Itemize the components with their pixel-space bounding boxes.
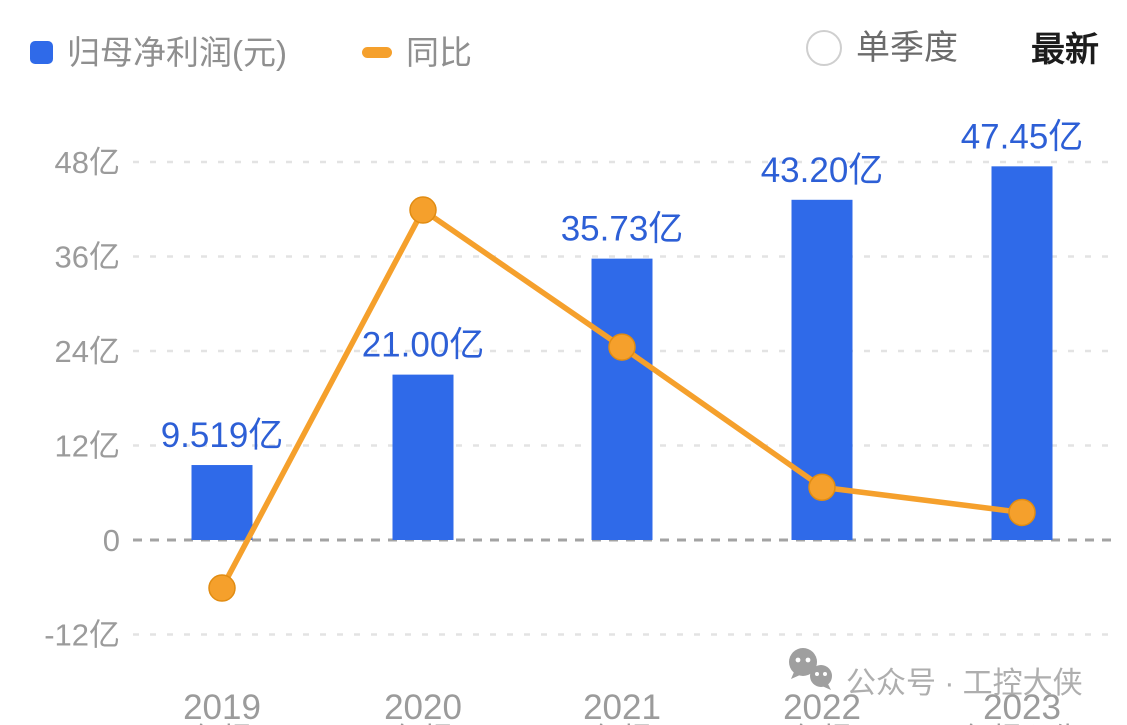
x-axis-label[interactable]: 2020 xyxy=(384,688,462,725)
chart-header: 归母净利润(元) 同比 单季度 最新 xyxy=(0,0,1127,100)
x-axis-sublabel: 年报 xyxy=(192,723,252,725)
yoy-legend-label: 同比 xyxy=(406,34,472,71)
y-axis-tick-label: -12亿 xyxy=(44,618,120,653)
bar xyxy=(591,258,653,540)
yoy-point xyxy=(608,333,636,361)
yoy-legend-swatch-icon xyxy=(362,47,392,58)
x-axis-label[interactable]: 2021 xyxy=(583,688,661,725)
y-axis-tick-label: 24亿 xyxy=(55,334,120,369)
watermark-text: 公众号 · 工控大侠 xyxy=(846,667,1083,700)
yoy-point xyxy=(1008,498,1036,527)
single-quarter-label: 单季度 xyxy=(856,29,958,67)
y-axis-tick-label: 48亿 xyxy=(55,145,120,180)
bar-value-label: 35.73亿 xyxy=(561,210,684,249)
yoy-point xyxy=(409,196,437,224)
x-axis-sublabel: 年报 xyxy=(792,723,852,725)
x-axis-label[interactable]: 2023 xyxy=(983,688,1061,725)
bar-value-label: 9.519亿 xyxy=(161,416,284,455)
x-axis-sublabel: 年报 xyxy=(393,723,453,725)
net-profit-legend-label: 归母净利润(元) xyxy=(67,34,287,71)
latest-tab[interactable]: 最新 xyxy=(1031,31,1099,69)
yoy-point xyxy=(808,473,836,501)
y-axis-tick-label: 0 xyxy=(103,523,120,558)
x-axis-sublabel: 年报 xyxy=(592,723,652,725)
watermark: 公众号 · 工控大侠 xyxy=(784,646,1083,702)
wechat-icon xyxy=(789,648,832,690)
x-axis-label[interactable]: 2022 xyxy=(783,688,861,725)
bar-value-label: 47.45亿 xyxy=(961,117,1084,156)
net-profit-legend-swatch-icon xyxy=(30,41,53,64)
legend-item-yoy[interactable]: 同比 xyxy=(362,36,472,69)
bar xyxy=(392,374,454,540)
bar-value-label: 43.20亿 xyxy=(761,151,884,190)
bar xyxy=(191,465,253,540)
legend-item-net-profit[interactable]: 归母净利润(元) xyxy=(30,36,287,69)
bar xyxy=(991,166,1053,541)
x-axis-label[interactable]: 2019 xyxy=(183,688,261,725)
x-axis-sublabel: 年报预告 xyxy=(962,723,1082,725)
bar-value-label: 21.00亿 xyxy=(362,326,485,365)
y-axis-tick-label: 12亿 xyxy=(55,429,120,464)
y-axis-tick-label: 36亿 xyxy=(55,240,120,275)
yoy-point xyxy=(208,574,236,602)
radio-circle-icon[interactable] xyxy=(806,30,842,66)
single-quarter-toggle[interactable]: 单季度 xyxy=(806,30,958,66)
